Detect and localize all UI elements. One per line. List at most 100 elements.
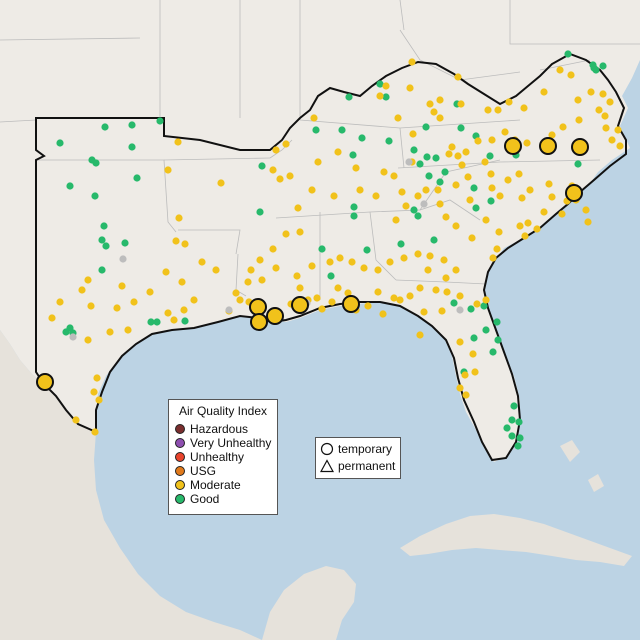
- good-site-marker[interactable]: [487, 197, 495, 205]
- moderate-site-marker[interactable]: [488, 184, 496, 192]
- moderate-site-marker[interactable]: [328, 298, 336, 306]
- temporary-moderate-site-marker[interactable]: [249, 298, 267, 316]
- moderate-site-marker[interactable]: [440, 256, 448, 264]
- moderate-site-marker[interactable]: [452, 181, 460, 189]
- good-site-marker[interactable]: [62, 328, 70, 336]
- temporary-moderate-site-marker[interactable]: [539, 137, 557, 155]
- moderate-site-marker[interactable]: [409, 130, 417, 138]
- moderate-site-marker[interactable]: [520, 104, 528, 112]
- moderate-site-marker[interactable]: [172, 237, 180, 245]
- moderate-site-marker[interactable]: [400, 254, 408, 262]
- temporary-moderate-site-marker[interactable]: [266, 307, 284, 325]
- moderate-site-marker[interactable]: [296, 284, 304, 292]
- moderate-site-marker[interactable]: [482, 216, 490, 224]
- no-data-site-marker[interactable]: [69, 333, 77, 341]
- good-site-marker[interactable]: [358, 134, 366, 142]
- moderate-site-marker[interactable]: [390, 172, 398, 180]
- moderate-site-marker[interactable]: [493, 245, 501, 253]
- moderate-site-marker[interactable]: [392, 216, 400, 224]
- good-site-marker[interactable]: [470, 334, 478, 342]
- good-site-marker[interactable]: [385, 137, 393, 145]
- good-site-marker[interactable]: [121, 239, 129, 247]
- moderate-site-marker[interactable]: [464, 173, 472, 181]
- moderate-site-marker[interactable]: [198, 258, 206, 266]
- moderate-site-marker[interactable]: [178, 278, 186, 286]
- moderate-site-marker[interactable]: [495, 228, 503, 236]
- moderate-site-marker[interactable]: [540, 88, 548, 96]
- good-site-marker[interactable]: [345, 93, 353, 101]
- moderate-site-marker[interactable]: [286, 172, 294, 180]
- good-site-marker[interactable]: [516, 434, 524, 442]
- moderate-site-marker[interactable]: [457, 100, 465, 108]
- moderate-site-marker[interactable]: [348, 258, 356, 266]
- temporary-moderate-site-marker[interactable]: [571, 138, 589, 156]
- good-site-marker[interactable]: [133, 174, 141, 182]
- good-site-marker[interactable]: [515, 418, 523, 426]
- moderate-site-marker[interactable]: [442, 274, 450, 282]
- moderate-site-marker[interactable]: [456, 384, 464, 392]
- moderate-site-marker[interactable]: [587, 88, 595, 96]
- moderate-site-marker[interactable]: [106, 328, 114, 336]
- good-site-marker[interactable]: [382, 93, 390, 101]
- good-site-marker[interactable]: [441, 168, 449, 176]
- moderate-site-marker[interactable]: [505, 98, 513, 106]
- good-site-marker[interactable]: [100, 222, 108, 230]
- moderate-site-marker[interactable]: [336, 254, 344, 262]
- moderate-site-marker[interactable]: [175, 214, 183, 222]
- moderate-site-marker[interactable]: [380, 168, 388, 176]
- moderate-site-marker[interactable]: [461, 371, 469, 379]
- good-site-marker[interactable]: [338, 126, 346, 134]
- good-site-marker[interactable]: [472, 204, 480, 212]
- moderate-site-marker[interactable]: [540, 208, 548, 216]
- moderate-site-marker[interactable]: [78, 286, 86, 294]
- moderate-site-marker[interactable]: [408, 58, 416, 66]
- moderate-site-marker[interactable]: [474, 137, 482, 145]
- moderate-site-marker[interactable]: [379, 310, 387, 318]
- moderate-site-marker[interactable]: [90, 388, 98, 396]
- moderate-site-marker[interactable]: [334, 284, 342, 292]
- moderate-site-marker[interactable]: [296, 228, 304, 236]
- moderate-site-marker[interactable]: [584, 218, 592, 226]
- moderate-site-marker[interactable]: [130, 298, 138, 306]
- moderate-site-marker[interactable]: [482, 296, 490, 304]
- moderate-site-marker[interactable]: [84, 276, 92, 284]
- moderate-site-marker[interactable]: [515, 170, 523, 178]
- moderate-site-marker[interactable]: [190, 296, 198, 304]
- moderate-site-marker[interactable]: [452, 222, 460, 230]
- good-site-marker[interactable]: [470, 184, 478, 192]
- good-site-marker[interactable]: [514, 442, 522, 450]
- moderate-site-marker[interactable]: [458, 161, 466, 169]
- moderate-site-marker[interactable]: [247, 266, 255, 274]
- moderate-site-marker[interactable]: [146, 288, 154, 296]
- good-site-marker[interactable]: [430, 236, 438, 244]
- moderate-site-marker[interactable]: [601, 112, 609, 120]
- moderate-site-marker[interactable]: [314, 158, 322, 166]
- moderate-site-marker[interactable]: [504, 176, 512, 184]
- moderate-site-marker[interactable]: [533, 225, 541, 233]
- moderate-site-marker[interactable]: [269, 245, 277, 253]
- good-site-marker[interactable]: [425, 172, 433, 180]
- temporary-moderate-site-marker[interactable]: [36, 373, 54, 391]
- moderate-site-marker[interactable]: [494, 106, 502, 114]
- moderate-site-marker[interactable]: [424, 266, 432, 274]
- moderate-site-marker[interactable]: [313, 294, 321, 302]
- moderate-site-marker[interactable]: [282, 230, 290, 238]
- moderate-site-marker[interactable]: [406, 84, 414, 92]
- moderate-site-marker[interactable]: [468, 234, 476, 242]
- good-site-marker[interactable]: [467, 305, 475, 313]
- moderate-site-marker[interactable]: [164, 166, 172, 174]
- moderate-site-marker[interactable]: [276, 175, 284, 183]
- good-site-marker[interactable]: [98, 236, 106, 244]
- good-site-marker[interactable]: [156, 117, 164, 125]
- moderate-site-marker[interactable]: [124, 326, 132, 334]
- moderate-site-marker[interactable]: [164, 309, 172, 317]
- good-site-marker[interactable]: [350, 203, 358, 211]
- moderate-site-marker[interactable]: [420, 308, 428, 316]
- moderate-site-marker[interactable]: [414, 192, 422, 200]
- moderate-site-marker[interactable]: [438, 307, 446, 315]
- no-data-site-marker[interactable]: [119, 255, 127, 263]
- moderate-site-marker[interactable]: [442, 213, 450, 221]
- moderate-site-marker[interactable]: [374, 288, 382, 296]
- moderate-site-marker[interactable]: [567, 71, 575, 79]
- good-site-marker[interactable]: [410, 206, 418, 214]
